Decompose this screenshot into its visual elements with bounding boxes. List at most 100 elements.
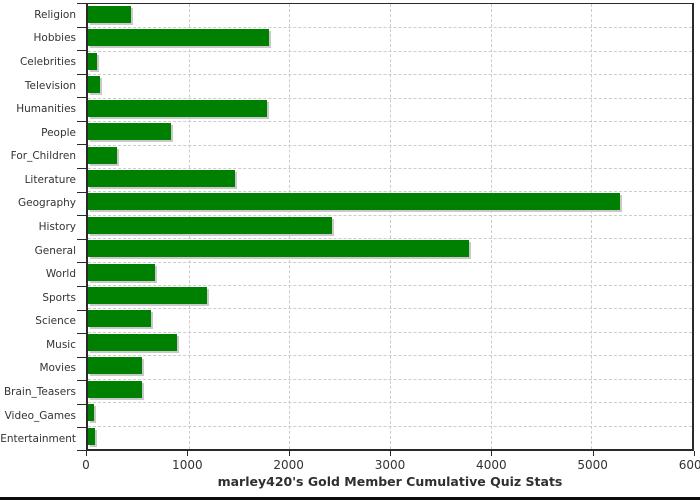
x-axis-tick	[390, 451, 391, 456]
x-axis: 0 1000 2000 3000 4000 5000 6000	[82, 451, 700, 477]
horizontal-gridline	[88, 74, 692, 76]
category-label-literature: Literature	[24, 173, 76, 186]
x-axis-label-0: 0	[82, 458, 90, 472]
y-axis-tick	[77, 309, 86, 311]
bar-world	[88, 263, 156, 281]
horizontal-gridline	[88, 285, 692, 287]
y-axis-tick	[77, 73, 86, 75]
category-label-people: People	[41, 126, 76, 139]
horizontal-gridline	[88, 378, 692, 380]
bar-row-geography	[88, 191, 692, 214]
category-label-television: Television	[24, 79, 76, 92]
x-axis-label-6000: 6000	[678, 458, 700, 472]
bar-music	[88, 333, 177, 351]
category-label-history: History	[38, 220, 76, 233]
category-label-movies: Movies	[39, 362, 76, 375]
bar-row-literature	[88, 168, 692, 191]
bar-video_games	[88, 404, 95, 422]
bar-celebrities	[88, 52, 98, 70]
y-axis-tick	[77, 262, 86, 264]
horizontal-gridline	[88, 167, 692, 169]
bar-humanities	[88, 99, 267, 117]
chart-title: marley420's Gold Member Cumulative Quiz …	[217, 474, 563, 489]
bar-sports	[88, 287, 208, 305]
category-label-video_games: Video_Games	[4, 409, 76, 422]
horizontal-gridline	[88, 27, 692, 29]
category-label-science: Science	[35, 315, 76, 328]
bar-row-religion	[88, 4, 692, 27]
vertical-gridline	[390, 4, 391, 449]
bar-row-celebrities	[88, 51, 692, 74]
bar-general	[88, 240, 469, 258]
bar-people	[88, 123, 171, 141]
category-label-music: Music	[46, 338, 76, 351]
bar-science	[88, 310, 151, 328]
horizontal-gridline	[88, 97, 692, 99]
x-axis-tick	[592, 451, 594, 456]
y-axis-tick	[77, 144, 86, 146]
x-axis-label-5000: 5000	[577, 458, 608, 472]
x-axis-tick	[491, 451, 493, 456]
y-axis-tick	[77, 427, 86, 429]
horizontal-gridline	[88, 308, 692, 310]
horizontal-gridline	[88, 214, 692, 216]
bar-literature	[88, 169, 235, 187]
category-label-religion: Religion	[34, 8, 76, 21]
horizontal-gridline	[88, 402, 692, 404]
bar-row-music	[88, 332, 692, 355]
bar-row-video_games	[88, 402, 692, 425]
horizontal-gridline	[88, 144, 692, 146]
x-axis-tick	[187, 451, 189, 456]
category-label-brain_teasers: Brain_Teasers	[3, 386, 76, 399]
horizontal-gridline	[88, 331, 692, 333]
y-axis-tick	[77, 3, 86, 4]
horizontal-gridline	[88, 50, 692, 52]
y-axis-tick	[77, 333, 86, 335]
horizontal-gridline	[88, 238, 692, 240]
category-label-celebrities: Celebrities	[19, 55, 76, 68]
horizontal-gridline	[88, 261, 692, 263]
bar-history	[88, 216, 332, 234]
bar-hobbies	[88, 29, 270, 47]
category-label-sports: Sports	[42, 291, 76, 304]
y-axis-tick	[77, 285, 86, 287]
bar-row-general	[88, 238, 692, 261]
bar-row-people	[88, 121, 692, 144]
y-axis-tick	[77, 450, 86, 451]
vertical-gridline	[490, 4, 492, 449]
y-axis-category-labels: Religion Hobbies Celebrities Television Huma…	[0, 3, 76, 451]
bar-religion	[88, 6, 132, 23]
x-axis-tick	[288, 451, 290, 456]
x-axis-label-1000: 1000	[172, 458, 203, 472]
bar-brain_teasers	[88, 380, 142, 398]
bar-row-history	[88, 215, 692, 238]
bar-movies	[88, 357, 142, 375]
y-axis-ticks	[77, 3, 86, 451]
x-axis-label-4000: 4000	[476, 458, 507, 472]
horizontal-gridline	[88, 355, 692, 357]
bar-for_children	[88, 146, 117, 164]
bar-geography	[88, 193, 621, 211]
category-label-general: General	[34, 244, 76, 257]
y-axis-tick	[77, 403, 86, 405]
y-axis-tick	[77, 356, 86, 358]
y-axis-tick	[77, 168, 86, 170]
bar-row-movies	[88, 355, 692, 378]
category-label-humanities: Humanities	[16, 103, 76, 116]
bar-row-science	[88, 308, 692, 331]
bar-row-sports	[88, 285, 692, 308]
bar-entertainment	[88, 427, 96, 445]
bar-row-brain_teasers	[88, 379, 692, 402]
x-axis-tick	[86, 451, 87, 456]
bar-row-for_children	[88, 145, 692, 168]
category-label-entertainment: Entertainment	[0, 433, 76, 446]
x-axis-tick	[694, 451, 695, 456]
bottom-border-strip	[0, 497, 700, 500]
y-axis-tick	[77, 26, 86, 28]
bar-row-hobbies	[88, 27, 692, 50]
y-axis-tick	[77, 380, 86, 382]
x-axis-label-3000: 3000	[374, 458, 406, 472]
y-axis-tick	[77, 215, 86, 217]
horizontal-gridline	[88, 425, 692, 427]
